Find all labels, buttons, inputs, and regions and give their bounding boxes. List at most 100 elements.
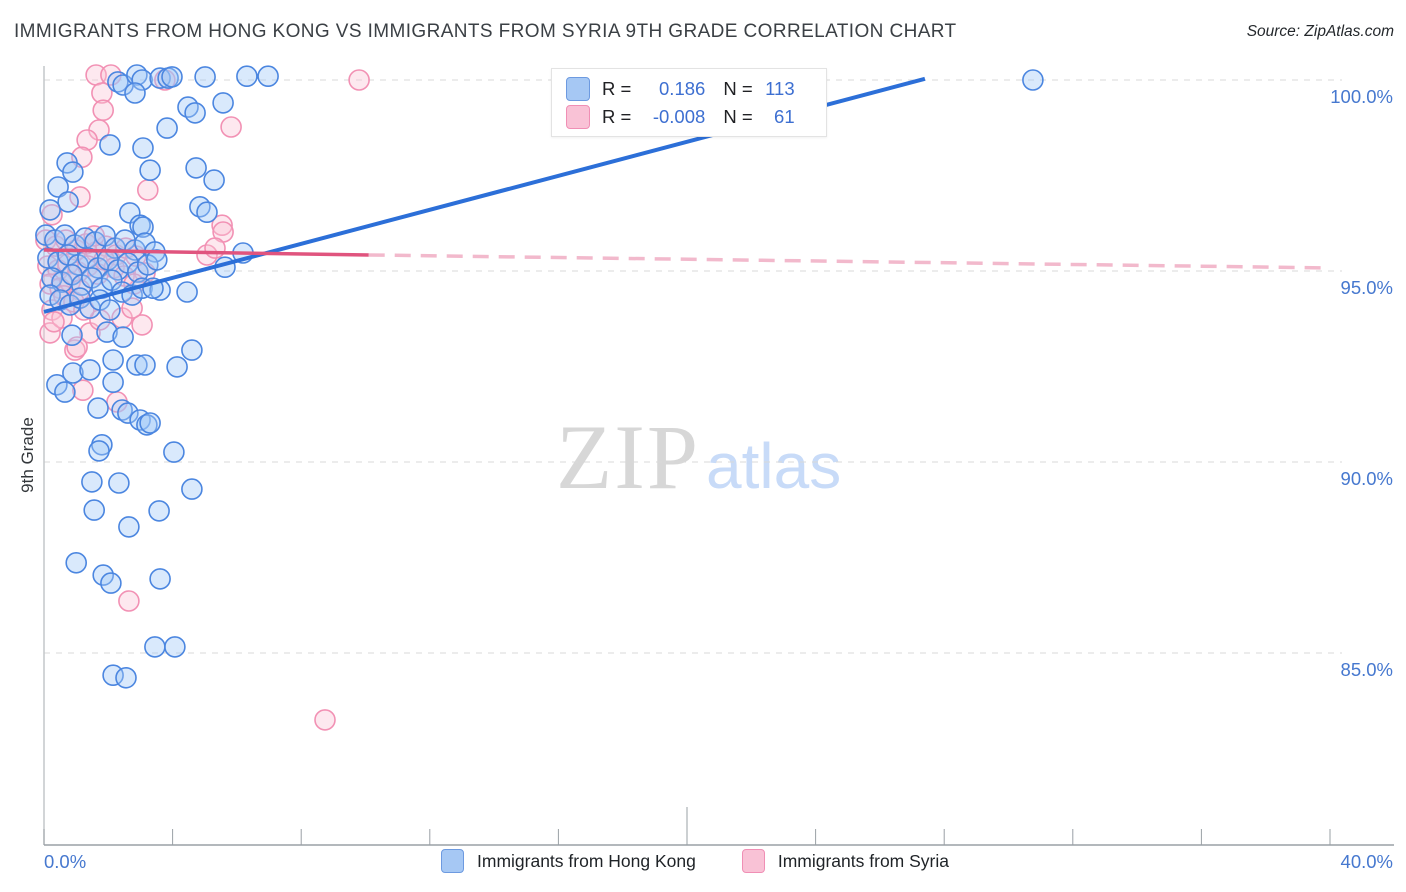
scatter-point-hong-kong bbox=[99, 299, 121, 321]
scatter-point-hong-kong bbox=[87, 397, 109, 419]
y-tick-label-100: 100.0% bbox=[1330, 86, 1393, 107]
hong-kong-legend-label: Immigrants from Hong Kong bbox=[477, 850, 696, 871]
scatter-point-hong-kong bbox=[54, 381, 76, 403]
scatter-point-hong-kong bbox=[96, 321, 118, 343]
scatter-point-hong-kong bbox=[236, 65, 258, 87]
n-value-hong-kong: 113 bbox=[765, 77, 795, 99]
scatter-point-hong-kong bbox=[181, 339, 203, 361]
syria-legend-label: Immigrants from Syria bbox=[777, 850, 949, 871]
scatter-point-syria bbox=[348, 69, 370, 91]
scatter-point-hong-kong bbox=[62, 362, 84, 384]
n-value-syria: 61 bbox=[774, 105, 795, 127]
scatter-point-hong-kong bbox=[102, 349, 124, 371]
legend-item-syria: Immigrants from Syria bbox=[741, 849, 949, 873]
y-tick-label-95: 95.0% bbox=[1340, 277, 1393, 298]
scatter-point-hong-kong bbox=[57, 191, 79, 213]
scatter-point-syria bbox=[72, 379, 94, 402]
scatter-point-hong-kong bbox=[39, 284, 61, 306]
scatter-point-hong-kong bbox=[144, 636, 166, 658]
scatter-point-hong-kong bbox=[166, 356, 188, 378]
scatter-point-hong-kong bbox=[46, 373, 68, 396]
scatter-point-hong-kong bbox=[161, 66, 183, 88]
scatter-point-hong-kong bbox=[177, 96, 199, 118]
correlation-stats-box: R = 0.186 N = 113 R = -0.008 N = 61 bbox=[551, 68, 827, 137]
x-axis-max-label: 40.0% bbox=[1340, 851, 1393, 872]
scatter-point-hong-kong bbox=[148, 500, 170, 522]
scatter-point-hong-kong bbox=[83, 499, 105, 521]
scatter-point-hong-kong bbox=[212, 92, 234, 114]
scatter-point-hong-kong bbox=[81, 471, 103, 493]
r-label: R = bbox=[602, 77, 632, 99]
scatter-point-hong-kong bbox=[134, 354, 156, 376]
legend-item-hong-kong: Immigrants from Hong Kong bbox=[441, 849, 696, 873]
scatter-point-syria bbox=[131, 314, 153, 336]
scatter-point-hong-kong bbox=[118, 516, 140, 538]
scatter-point-hong-kong bbox=[65, 551, 87, 574]
n-label: N = bbox=[723, 77, 753, 99]
scatter-point-hong-kong bbox=[139, 159, 161, 181]
scatter-point-hong-kong bbox=[181, 478, 203, 500]
syria-legend-swatch bbox=[741, 849, 765, 873]
scatter-point-hong-kong bbox=[257, 65, 279, 87]
hong-kong-swatch bbox=[566, 76, 590, 101]
stats-row-syria: R = -0.008 N = 61 bbox=[552, 104, 826, 129]
r-value-hong-kong: 0.186 bbox=[659, 77, 706, 99]
scatter-point-hong-kong bbox=[176, 281, 198, 303]
source-attribution: Source: ZipAtlas.com bbox=[1246, 23, 1394, 40]
page-title: IMMIGRANTS FROM HONG KONG VS IMMIGRANTS … bbox=[14, 21, 957, 42]
scatter-point-hong-kong bbox=[62, 161, 84, 183]
scatter-point-hong-kong bbox=[124, 82, 146, 104]
series-legend: Immigrants from Hong Kong Immigrants fro… bbox=[441, 849, 949, 873]
x-axis-min-label: 0.0% bbox=[44, 851, 87, 872]
scatter-point-hong-kong bbox=[184, 102, 206, 124]
scatter-point-hong-kong bbox=[164, 636, 186, 658]
scatter-point-hong-kong bbox=[88, 440, 110, 462]
scatter-point-hong-kong bbox=[117, 402, 139, 424]
scatter-point-syria bbox=[118, 590, 140, 612]
scatter-point-hong-kong bbox=[47, 176, 69, 198]
scatter-point-hong-kong bbox=[149, 568, 171, 590]
scatter-point-syria bbox=[91, 82, 113, 104]
n-label: N = bbox=[723, 105, 753, 127]
scatter-point-hong-kong bbox=[92, 564, 114, 586]
hong-kong-legend-swatch bbox=[441, 849, 464, 873]
series-hong-kong bbox=[35, 64, 1044, 689]
scatter-point-hong-kong bbox=[132, 216, 154, 238]
scatter-point-hong-kong bbox=[102, 664, 124, 687]
scatter-point-hong-kong bbox=[111, 399, 133, 421]
scatter-point-hong-kong bbox=[146, 249, 168, 271]
scatter-point-syria bbox=[204, 237, 226, 259]
r-value-syria: -0.008 bbox=[652, 105, 706, 127]
scatter-point-hong-kong bbox=[163, 441, 185, 463]
syria-swatch bbox=[566, 104, 590, 129]
scatter-point-syria bbox=[43, 310, 65, 333]
scatter-point-hong-kong bbox=[203, 169, 225, 191]
scatter-point-hong-kong bbox=[196, 201, 218, 223]
scatter-point-hong-kong bbox=[99, 134, 121, 156]
scatter-point-syria bbox=[211, 214, 233, 236]
scatter-point-syria bbox=[220, 116, 242, 138]
scatter-point-hong-kong bbox=[112, 326, 134, 348]
scatter-point-hong-kong bbox=[39, 199, 61, 221]
scatter-point-syria bbox=[76, 129, 98, 151]
r-label: R = bbox=[602, 105, 632, 127]
scatter-point-hong-kong bbox=[132, 137, 154, 159]
syria-trend-line bbox=[43, 248, 369, 257]
scatter-point-hong-kong bbox=[131, 69, 153, 91]
scatter-point-hong-kong bbox=[139, 412, 161, 434]
scatter-point-hong-kong bbox=[102, 371, 124, 394]
scatter-point-hong-kong bbox=[79, 359, 101, 381]
y-tick-label-85: 85.0% bbox=[1340, 659, 1393, 680]
scatter-point-hong-kong bbox=[100, 572, 122, 594]
scatter-point-hong-kong bbox=[126, 354, 148, 376]
scatter-point-syria bbox=[92, 99, 114, 121]
stats-row-hong-kong: R = 0.186 N = 113 bbox=[552, 76, 826, 101]
scatter-point-syria bbox=[69, 186, 91, 208]
scatter-point-hong-kong bbox=[185, 157, 207, 179]
scatter-point-hong-kong bbox=[115, 666, 137, 689]
y-tick-label-90: 90.0% bbox=[1340, 468, 1393, 489]
scatter-point-syria bbox=[314, 709, 336, 731]
syria-trend-line-dashed bbox=[368, 253, 1331, 270]
